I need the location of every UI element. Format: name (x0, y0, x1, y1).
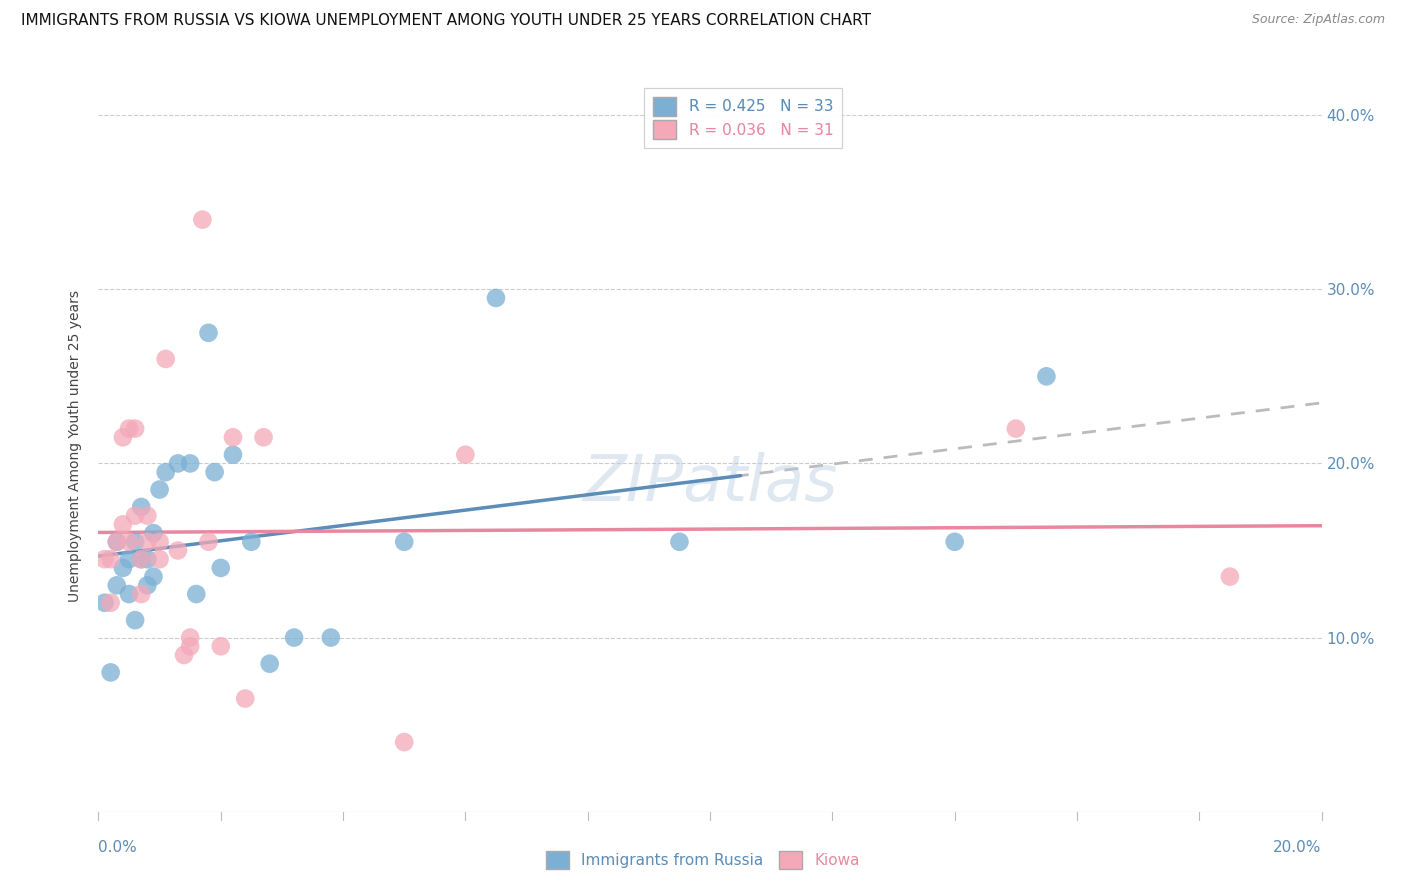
Point (155, 465, 177, 479)
Point (485, 291, 508, 305)
Point (124, 421, 146, 435)
Legend: Immigrants from Russia, Kiowa: Immigrants from Russia, Kiowa (540, 845, 866, 875)
Point (179, 631, 201, 645)
Point (111, 561, 134, 575)
Point (129, 552, 152, 566)
Point (111, 517, 134, 532)
Point (124, 508, 146, 523)
Point (149, 483, 172, 497)
Point (179, 640, 201, 654)
Point (454, 448, 477, 462)
Point (1035, 369, 1057, 384)
Point (105, 534, 128, 549)
Point (118, 552, 141, 566)
Point (149, 534, 172, 549)
Text: ZIPatlas: ZIPatlas (582, 451, 838, 514)
Point (142, 569, 165, 583)
Point (136, 578, 159, 592)
Point (124, 534, 146, 549)
Point (129, 552, 152, 566)
Text: Source: ZipAtlas.com: Source: ZipAtlas.com (1251, 13, 1385, 27)
Text: 0.0%: 0.0% (98, 840, 138, 855)
Point (222, 430, 245, 444)
Point (118, 587, 141, 601)
Y-axis label: Unemployment Among Youth under 25 years: Unemployment Among Youth under 25 years (69, 290, 83, 602)
Point (124, 613, 146, 627)
Point (392, 735, 416, 749)
Point (93, 596, 115, 610)
Point (173, 648, 195, 662)
Point (197, 534, 219, 549)
Point (283, 631, 305, 645)
Point (149, 552, 172, 566)
Point (100, 596, 122, 610)
Point (129, 587, 152, 601)
Point (167, 543, 190, 558)
Point (105, 534, 128, 549)
Point (204, 465, 226, 479)
Text: IMMIGRANTS FROM RUSSIA VS KIOWA UNEMPLOYMENT AMONG YOUTH UNDER 25 YEARS CORRELAT: IMMIGRANTS FROM RUSSIA VS KIOWA UNEMPLOY… (21, 13, 872, 29)
Point (319, 631, 342, 645)
Point (118, 421, 141, 435)
Point (392, 534, 416, 549)
Point (136, 534, 159, 549)
Point (100, 665, 122, 680)
Point (668, 534, 690, 549)
Point (167, 457, 190, 471)
Point (142, 526, 165, 541)
Text: 20.0%: 20.0% (1274, 840, 1322, 855)
Point (136, 552, 159, 566)
Point (222, 448, 245, 462)
Point (233, 691, 256, 706)
Point (118, 534, 141, 549)
Point (155, 351, 177, 366)
Point (209, 561, 232, 575)
Point (179, 457, 201, 471)
Point (105, 578, 128, 592)
Point (111, 430, 134, 444)
Point (1219, 569, 1241, 583)
Point (191, 212, 214, 227)
Point (136, 508, 159, 523)
Point (1004, 421, 1026, 435)
Point (209, 640, 232, 654)
Point (197, 326, 219, 340)
Point (259, 657, 281, 671)
Point (186, 587, 208, 601)
Point (240, 534, 263, 549)
Point (252, 430, 274, 444)
Point (943, 534, 966, 549)
Point (93, 552, 115, 566)
Point (100, 552, 122, 566)
Point (129, 500, 152, 514)
Legend: R = 0.425   N = 33, R = 0.036   N = 31: R = 0.425 N = 33, R = 0.036 N = 31 (644, 88, 842, 148)
